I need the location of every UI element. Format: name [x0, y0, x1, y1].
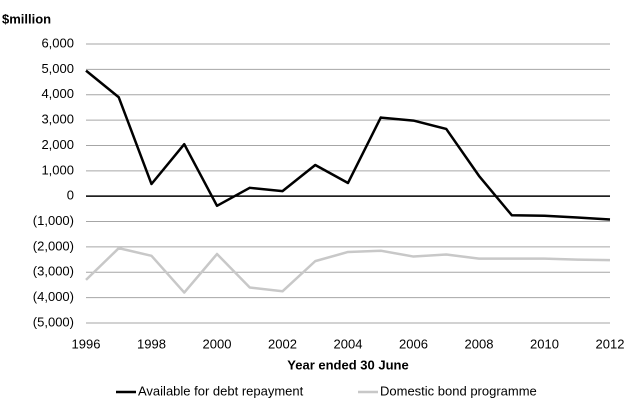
legend-label: Available for debt repayment — [138, 383, 304, 398]
x-tick-label: 1996 — [72, 336, 101, 351]
y-tick-label: 0 — [67, 188, 74, 203]
x-tick-label: 2012 — [596, 336, 625, 351]
x-tick-label: 2000 — [203, 336, 232, 351]
y-tick-label: (2,000) — [33, 238, 74, 253]
x-tick-label: 2010 — [530, 336, 559, 351]
x-tick-label: 2008 — [465, 336, 494, 351]
y-tick-label: 3,000 — [41, 112, 74, 127]
y-axis-title: $million — [2, 11, 51, 26]
y-tick-label: 5,000 — [41, 61, 74, 76]
y-tick-label: 2,000 — [41, 137, 74, 152]
series-line — [85, 69, 611, 221]
y-tick-label: (1,000) — [33, 213, 74, 228]
x-axis-title: Year ended 30 June — [287, 357, 408, 372]
x-tick-label: 2002 — [268, 336, 297, 351]
y-tick-label: (3,000) — [33, 264, 74, 279]
y-tick-label: (5,000) — [33, 314, 74, 329]
y-tick-label: (4,000) — [33, 289, 74, 304]
y-tick-label: 1,000 — [41, 162, 74, 177]
x-tick-label: 1998 — [137, 336, 166, 351]
x-tick-label: 2004 — [334, 336, 363, 351]
x-tick-label: 2006 — [399, 336, 428, 351]
y-tick-label: 6,000 — [41, 35, 74, 50]
legend-label: Domestic bond programme — [380, 383, 537, 398]
y-tick-label: 4,000 — [41, 86, 74, 101]
series-line — [85, 246, 611, 294]
